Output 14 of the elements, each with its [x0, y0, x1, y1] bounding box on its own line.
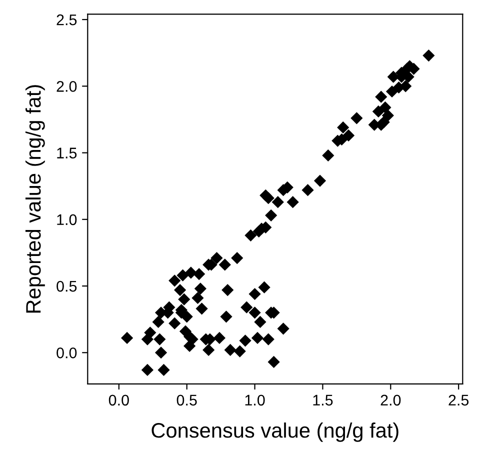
x-tick-label: 0.5 [176, 394, 197, 406]
x-axis-title: Consensus value (ng/g fat) [152, 422, 398, 442]
y-tick-label: 0.5 [56, 280, 77, 292]
x-tick-label: 0.0 [108, 394, 129, 406]
y-axis-title: Reported value (ng/g fat) [25, 85, 45, 313]
y-tick-label: 2.5 [56, 14, 77, 26]
x-tick-label: 2.0 [380, 394, 401, 406]
x-tick-label: 1.5 [313, 394, 333, 406]
x-tick-label: 2.5 [448, 394, 469, 406]
y-tick-label: 1.5 [57, 148, 77, 158]
y-tick-label: 2.0 [56, 81, 77, 92]
y-tick-label: 0.0 [56, 348, 77, 358]
x-tick-label: 1.0 [245, 394, 265, 406]
y-tick-label: 1.0 [57, 214, 77, 226]
